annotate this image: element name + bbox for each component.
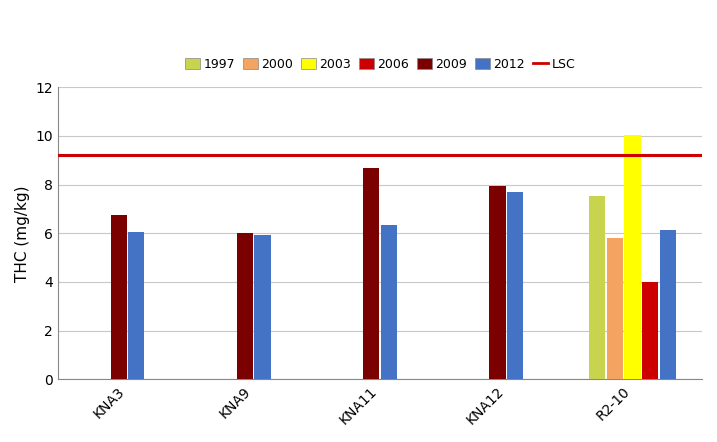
Bar: [128, 232, 144, 379]
Legend: 1997, 2000, 2003, 2006, 2009, 2012, LSC: 1997, 2000, 2003, 2006, 2009, 2012, LSC: [180, 53, 580, 76]
Bar: [507, 192, 523, 379]
Bar: [642, 282, 658, 379]
Bar: [625, 135, 641, 379]
Bar: [660, 230, 676, 379]
Bar: [489, 186, 505, 379]
Y-axis label: THC (mg/kg): THC (mg/kg): [15, 185, 30, 282]
Bar: [110, 215, 127, 379]
Bar: [607, 238, 623, 379]
Bar: [363, 168, 379, 379]
Bar: [237, 233, 253, 379]
Bar: [381, 225, 397, 379]
Bar: [255, 235, 271, 379]
Bar: [589, 196, 605, 379]
